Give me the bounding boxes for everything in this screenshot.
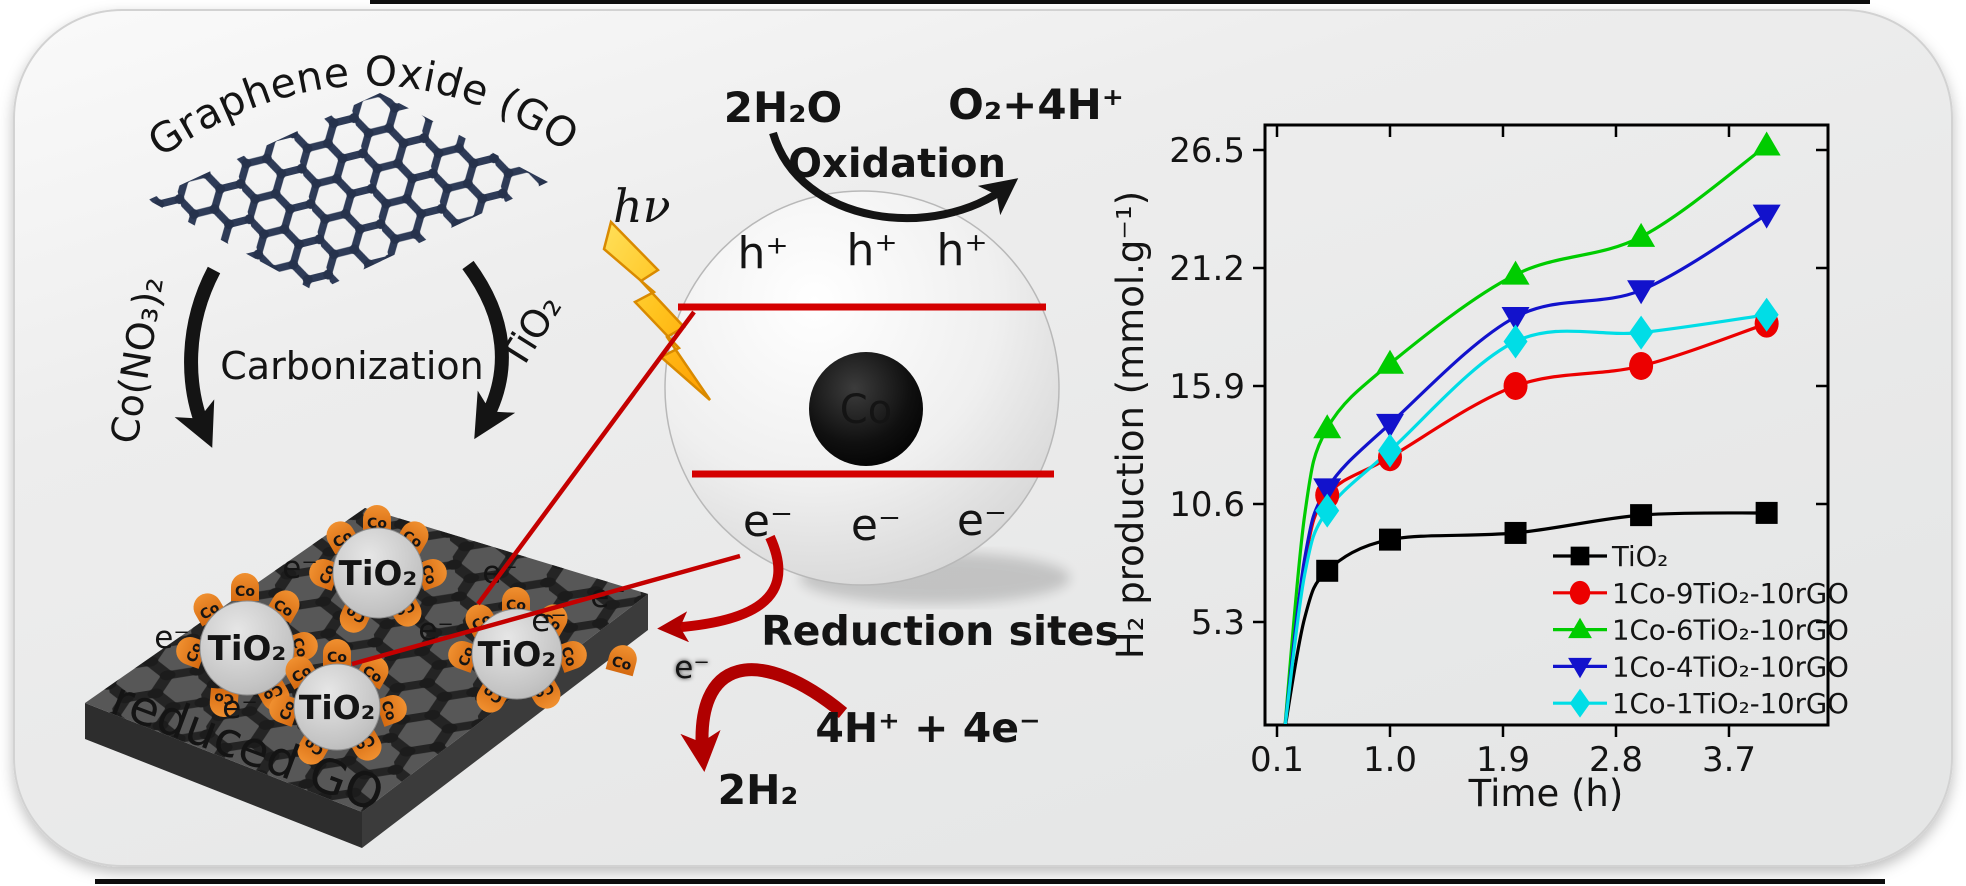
tio2-particle-group-4: Co Co Co Co Co Co Co Co TiO₂ xyxy=(448,587,637,713)
legend-label: 1Co-4TiO₂-10rGO xyxy=(1612,651,1849,683)
svg-text:Co: Co xyxy=(610,654,634,675)
reduction-site-line-1 xyxy=(476,310,696,606)
tio2-sphere xyxy=(332,527,424,619)
chart-markers xyxy=(1313,131,1781,582)
electron-label: e⁻ xyxy=(957,495,1007,546)
tio2-particle-label: TiO₂ xyxy=(208,629,287,669)
photocatalyst-scheme: h⁺ h⁺ h⁺ e⁻ e⁻ e⁻ Co 2H₂O Oxidation O₂+4… xyxy=(602,80,1124,604)
reduction-site-line-2 xyxy=(351,553,741,667)
graphene-oxide-lattice xyxy=(148,93,548,292)
lightning-bolt-icon xyxy=(602,219,712,401)
electron-label: e⁻ xyxy=(222,690,257,726)
h2-evolution-arrow xyxy=(680,663,848,773)
x-axis-title: Time (h) xyxy=(1468,772,1624,815)
x-tick-label: 1.9 xyxy=(1476,740,1530,780)
bottom-rule xyxy=(95,879,1885,884)
oxidation-label: Oxidation xyxy=(788,141,1006,187)
svg-text:Co: Co xyxy=(277,698,299,723)
chart-legend: TiO₂ 1Co-9TiO₂-10rGO 1Co-6TiO₂-10rGO 1Co-4T… xyxy=(1553,541,1849,720)
tio2-particle-group-2: Co Co Co Co Co Co Co TiO₂ xyxy=(309,505,447,633)
carbonization-label: Carbonization xyxy=(220,344,483,388)
x-tick-label: 3.7 xyxy=(1702,740,1756,780)
tio2-particle-label: TiO₂ xyxy=(299,688,375,727)
electron-labels-sphere: e⁻ e⁻ e⁻ xyxy=(743,495,1007,551)
x-tick-label: 2.8 xyxy=(1589,740,1643,780)
tio2-particle-group-1: Co Co Co Co Co Co Co TiO₂ xyxy=(176,573,318,717)
oxidation-arrow xyxy=(769,131,1019,223)
hole-label: h⁺ xyxy=(846,225,897,276)
proton-feed-label: 4H⁺ + 4e⁻ xyxy=(815,704,1040,752)
electron-label: e⁻ xyxy=(282,550,317,586)
svg-text:Co: Co xyxy=(213,689,235,707)
legend-label: 1Co-6TiO₂-10rGO xyxy=(1612,615,1849,647)
y-tick-label: 15.9 xyxy=(1169,367,1245,407)
hole-labels: h⁺ h⁺ h⁺ xyxy=(737,225,987,279)
cobalt-core-label: Co xyxy=(840,387,892,433)
light-label: hν xyxy=(613,179,671,233)
x-tick-label: 0.1 xyxy=(1250,740,1304,780)
legend-label: 1Co-9TiO₂-10rGO xyxy=(1612,578,1849,610)
cobalt-core xyxy=(809,352,923,466)
reduction-sites-label: Reduction sites xyxy=(761,607,1119,655)
y-tick-label: 5.3 xyxy=(1191,603,1245,643)
tio2-particles: Co Co Co Co Co Co Co TiO₂ Co Co Co Co Co xyxy=(176,505,637,765)
tio2-particle-label: TiO₂ xyxy=(339,554,418,594)
tio2-particle-label: TiO₂ xyxy=(478,635,557,675)
electron-label: e⁻ xyxy=(154,620,189,656)
oxygen-product-label: O₂+4H⁺ xyxy=(948,80,1124,129)
legend-label: TiO₂ xyxy=(1611,541,1668,573)
water-label: 2H₂O xyxy=(724,83,842,132)
y-tick-label: 10.6 xyxy=(1169,485,1245,525)
y-tick-label: 26.5 xyxy=(1169,131,1245,171)
svg-text:Co: Co xyxy=(377,699,399,724)
electron-label: e⁻ xyxy=(674,650,709,686)
tio2-particle-group-3: Co Co Co Co Co Co Co TiO₂ xyxy=(269,639,407,765)
hole-label: h⁺ xyxy=(737,228,788,279)
slab-front-left xyxy=(85,703,362,848)
electron-label: e⁻ xyxy=(851,500,901,551)
svg-text:Co: Co xyxy=(557,645,579,670)
electron-to-sheet-arrow xyxy=(657,534,784,643)
carbonization-arrow-right xyxy=(462,260,516,440)
svg-text:Co: Co xyxy=(235,584,255,600)
hole-label: h⁺ xyxy=(936,225,987,276)
y-axis-title: H₂ production (mmol.g⁻¹) xyxy=(1109,191,1152,659)
co-dots: Co Co Co Co Co Co Co Co xyxy=(448,587,637,713)
tio2-sphere xyxy=(471,608,563,700)
co-dots: Co Co Co Co Co Co Co xyxy=(176,573,318,717)
chart-ticks: 0.1 1.0 1.9 2.8 3.7 5.3 10.6 15.9 21.2 26.5 xyxy=(1169,125,1828,780)
charge-transfer-arrows xyxy=(351,310,848,773)
svg-text:Co: Co xyxy=(327,650,347,666)
tio2-sphere xyxy=(199,600,295,696)
h2-production-chart: 0.1 1.0 1.9 2.8 3.7 5.3 10.6 15.9 21.2 26.5 TiO₂ 1… xyxy=(1109,123,1849,815)
carbonization-arrow-left xyxy=(174,266,221,448)
electron-labels-sheet: e⁻ e⁻ e⁻ e⁻ e⁻ e⁻ e⁻ e⁻ xyxy=(154,550,709,726)
legend-label: 1Co-1TiO₂-10rGO xyxy=(1612,688,1849,720)
x-tick-label: 1.0 xyxy=(1363,740,1417,780)
y-tick-label: 21.2 xyxy=(1169,249,1245,289)
plot-frame xyxy=(1263,123,1830,727)
hydrogen-product-label: 2H₂ xyxy=(718,766,799,814)
top-rule xyxy=(370,0,1870,4)
tio2-sphere xyxy=(293,663,381,751)
